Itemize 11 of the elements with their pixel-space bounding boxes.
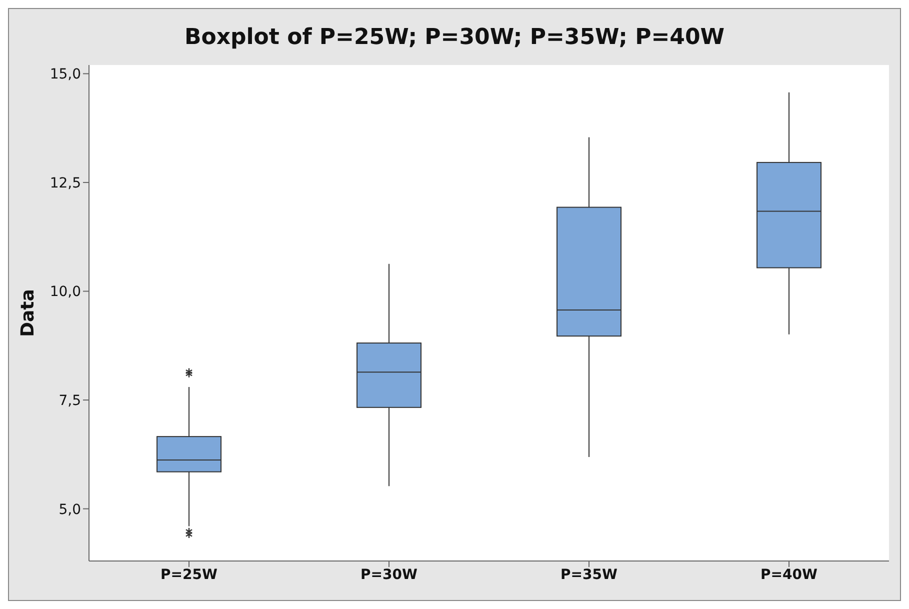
x-tick-label: P=35W (560, 566, 618, 583)
x-tick-label: P=40W (760, 566, 818, 583)
y-axis-title: Data (17, 289, 38, 337)
y-tick-label: 10,0 (50, 284, 81, 300)
chart-title: Boxplot of P=25W; P=30W; P=35W; P=40W (183, 24, 726, 50)
y-tick-label: 7,5 (58, 392, 81, 409)
x-tick-label: P=25W (160, 566, 218, 583)
y-tick-label: 12,5 (50, 175, 81, 192)
y-tick-label: 5,0 (58, 502, 81, 518)
x-tick-label: P=30W (360, 566, 418, 583)
y-tick-label: 15,0 (50, 66, 81, 83)
